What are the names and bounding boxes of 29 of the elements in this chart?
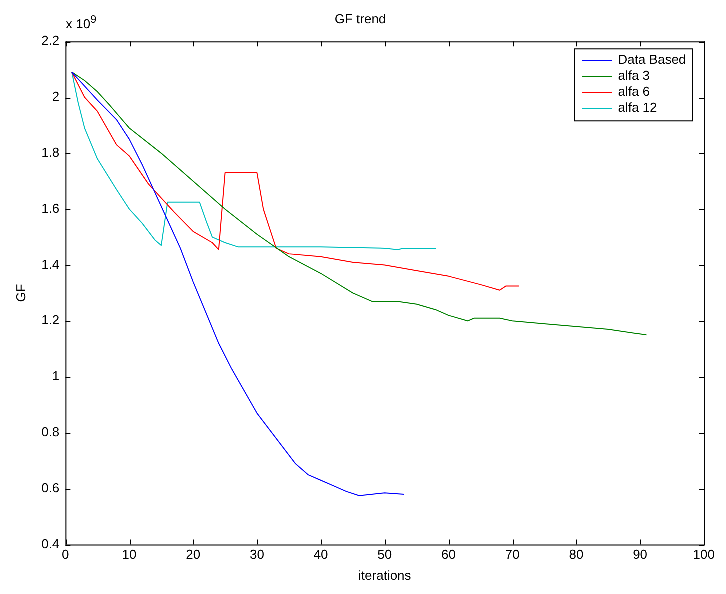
x-tick-label: 50 [378, 547, 392, 562]
x-tick-label: 90 [633, 547, 648, 562]
text: x 10$^{9}$ [66, 14, 97, 32]
y-tick-label: 1.2 [42, 312, 60, 328]
y-tick-label: 2 [52, 89, 60, 104]
legend-label: Data Based [618, 52, 686, 68]
x-tick-label: 100 [693, 547, 716, 562]
y-tick-label: 0.8 [42, 424, 60, 440]
x-tick-label: 70 [505, 547, 520, 562]
x-tick-label: 40 [314, 547, 328, 562]
x-tick-label: 20 [186, 547, 201, 562]
legend-label: alfa 12 [618, 100, 658, 116]
y-tick-label: 0.6 [42, 480, 60, 496]
x-tick-label: 80 [569, 547, 584, 562]
y-tick-label: 1.4 [42, 256, 60, 272]
legend-label: alfa 3 [618, 68, 650, 84]
x-axis-title: iterations [358, 568, 412, 583]
x-tick-label: 10 [122, 547, 137, 562]
x-tick-label: 0 [62, 547, 70, 562]
y-tick-label: 1.6 [42, 200, 60, 216]
y-axis-title: GF [13, 284, 28, 302]
legend-label: alfa 6 [618, 84, 650, 100]
y-tick-label: 2.2 [42, 33, 60, 48]
chart-title: GF trend [334, 11, 386, 26]
y-tick-label: 1.8 [42, 145, 60, 160]
x-tick-label: 60 [442, 547, 456, 562]
y-tick-label: 1 [52, 368, 60, 384]
x-tick-label: 30 [250, 547, 264, 562]
y-tick-label: 0.4 [42, 536, 60, 552]
